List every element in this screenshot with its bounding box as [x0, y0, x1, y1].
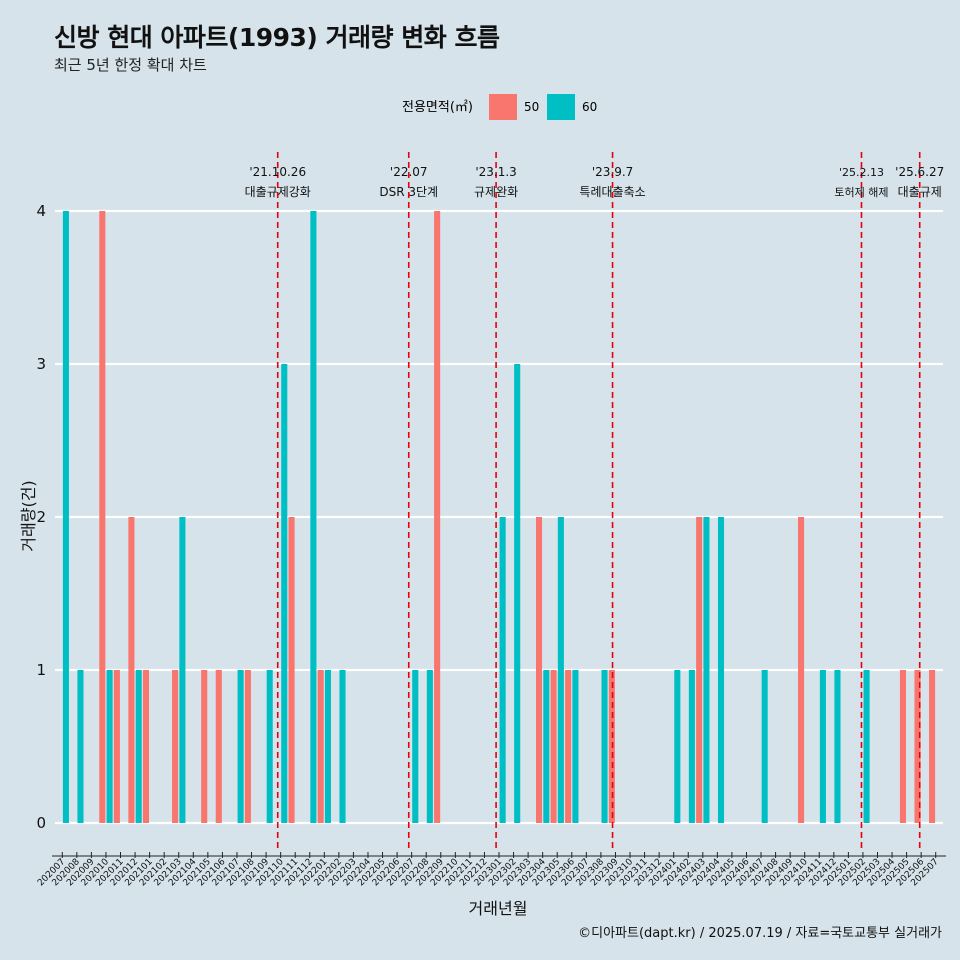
bar-60-202007 — [62, 211, 69, 823]
bar-50-202012 — [128, 517, 135, 823]
event-label-3: 특례대출축소 — [579, 185, 645, 199]
chart-subtitle: 최근 5년 한정 확대 차트 — [54, 56, 207, 74]
legend: 전용면적(㎡) 50 60 — [402, 94, 597, 120]
x-axis: 2020072020082020092020102020112020122021… — [36, 852, 946, 888]
y-tick-label: 4 — [36, 202, 46, 220]
source-caption: ©디아파트(dapt.kr) / 2025.07.19 / 자료=국토교통부 실… — [578, 926, 942, 941]
event-label-4: 토허제 해제 — [834, 185, 888, 199]
bar-60-202411 — [819, 670, 826, 823]
bar-60-202010 — [106, 670, 113, 823]
bar-60-202202 — [339, 670, 346, 823]
legend-label-60: 60 — [582, 100, 597, 114]
bar-60-202110 — [281, 364, 288, 823]
bar-60-202207 — [412, 670, 419, 823]
legend-swatch-50 — [489, 94, 517, 120]
bar-60-202308 — [601, 670, 608, 823]
bar-50-202505 — [899, 670, 907, 823]
bar-50-202305 — [550, 670, 557, 823]
event-label-5: 대출규제 — [898, 185, 942, 199]
event-date-1: '22.07 — [390, 165, 428, 179]
bar-60-202008 — [77, 670, 84, 823]
event-date-3: '23.9.7 — [592, 165, 633, 179]
bar-50-202010 — [99, 211, 106, 823]
bar-60-202304 — [543, 670, 550, 823]
bar-50-202201 — [317, 670, 324, 823]
event-label-0: 대출규제강화 — [245, 185, 311, 199]
bar-60-202502 — [863, 670, 870, 823]
event-date-5: '25.6.27 — [895, 165, 944, 179]
bar-50-202011 — [113, 670, 120, 823]
gridlines — [55, 209, 943, 825]
y-tick-label: 2 — [36, 508, 46, 526]
bar-60-202301 — [499, 517, 506, 823]
event-date-2: '23.1.3 — [475, 165, 516, 179]
chart-title: 신방 현대 아파트(1993) 거래량 변화 흐름 — [54, 23, 500, 52]
bar-50-202507 — [929, 670, 936, 823]
legend-swatch-60 — [547, 94, 575, 120]
legend-title: 전용면적(㎡) — [402, 100, 473, 115]
bars — [62, 211, 936, 823]
bar-50-202209 — [434, 211, 441, 823]
bar-60-202401 — [674, 670, 681, 823]
event-date-0: '21.10.26 — [249, 165, 306, 179]
bar-50-202101 — [142, 670, 150, 823]
bar-60-202109 — [266, 670, 273, 823]
bar-60-202403 — [703, 517, 710, 823]
bar-60-202412 — [834, 670, 841, 823]
bar-50-202306 — [565, 670, 572, 823]
bar-50-202111 — [288, 517, 295, 823]
legend-label-50: 50 — [524, 100, 539, 114]
bar-50-202103 — [172, 670, 179, 823]
bar-60-202107 — [237, 670, 244, 823]
bar-50-202106 — [215, 670, 222, 823]
bar-50-202410 — [798, 517, 805, 823]
x-axis-label: 거래년월 — [469, 899, 528, 918]
bar-50-202403 — [696, 517, 703, 823]
bar-60-202201 — [324, 670, 331, 823]
y-tick-label: 0 — [36, 814, 46, 832]
y-axis-label: 거래량(건) — [19, 480, 38, 551]
bar-60-202112 — [310, 211, 317, 823]
bar-60-202306 — [572, 670, 579, 823]
bar-60-202404 — [717, 517, 725, 823]
y-tick-label: 1 — [36, 661, 46, 679]
event-label-2: 규제완화 — [474, 185, 518, 199]
bar-60-202402 — [688, 670, 695, 823]
event-lines: '21.10.26 대출규제강화 '22.07 DSR 3단계 '23.1.3 규제완화 '… — [245, 152, 944, 848]
bar-60-202302 — [514, 364, 521, 823]
bar-60-202305 — [557, 517, 564, 823]
bar-50-202108 — [244, 670, 251, 823]
bar-60-202208 — [426, 670, 433, 823]
bar-60-202103 — [179, 517, 186, 823]
bar-50-202506 — [914, 670, 921, 823]
y-axis: 0 1 2 3 4 — [36, 202, 46, 832]
y-tick-label: 3 — [36, 355, 46, 373]
event-label-1: DSR 3단계 — [379, 185, 438, 199]
bar-50-202304 — [535, 517, 543, 823]
event-date-4: '25.2.13 — [839, 166, 884, 179]
bar-60-202407 — [761, 670, 768, 823]
bar-60-202012 — [135, 670, 142, 823]
bar-50-202105 — [201, 670, 208, 823]
